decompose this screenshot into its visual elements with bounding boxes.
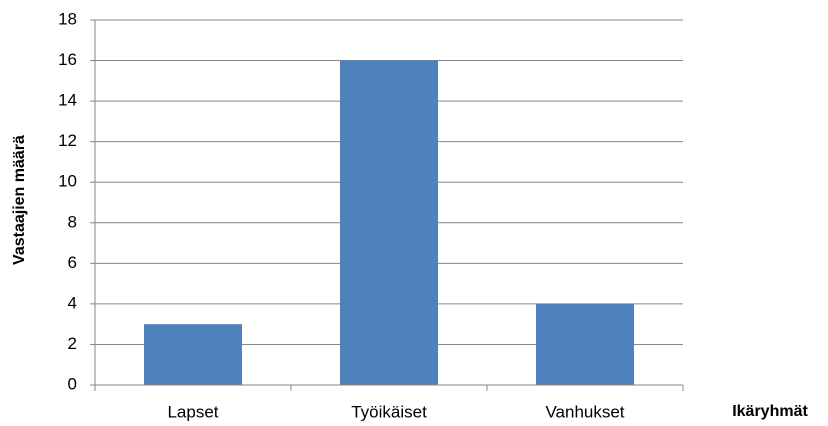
y-tick-label: 16	[58, 50, 77, 69]
y-tick-label: 10	[58, 172, 77, 191]
y-tick-label: 8	[68, 212, 77, 231]
bar	[340, 60, 438, 386]
bar	[536, 303, 634, 385]
y-tick-label: 0	[68, 374, 77, 393]
x-tick-label: Vanhukset	[545, 402, 624, 421]
y-axis-label: Vastaajien määrä	[11, 135, 28, 265]
y-tick-label: 12	[58, 131, 77, 150]
bar	[144, 324, 242, 385]
x-tick-label: Lapset	[167, 402, 218, 421]
x-tick-label: Työikäiset	[351, 402, 427, 421]
y-tick-label: 4	[68, 293, 77, 312]
y-tick-label: 18	[58, 9, 77, 28]
y-tick-label: 14	[58, 91, 77, 110]
x-axis-label: Ikäryhmät	[732, 403, 808, 420]
y-tick-label: 2	[68, 334, 77, 353]
y-tick-label: 6	[68, 253, 77, 272]
